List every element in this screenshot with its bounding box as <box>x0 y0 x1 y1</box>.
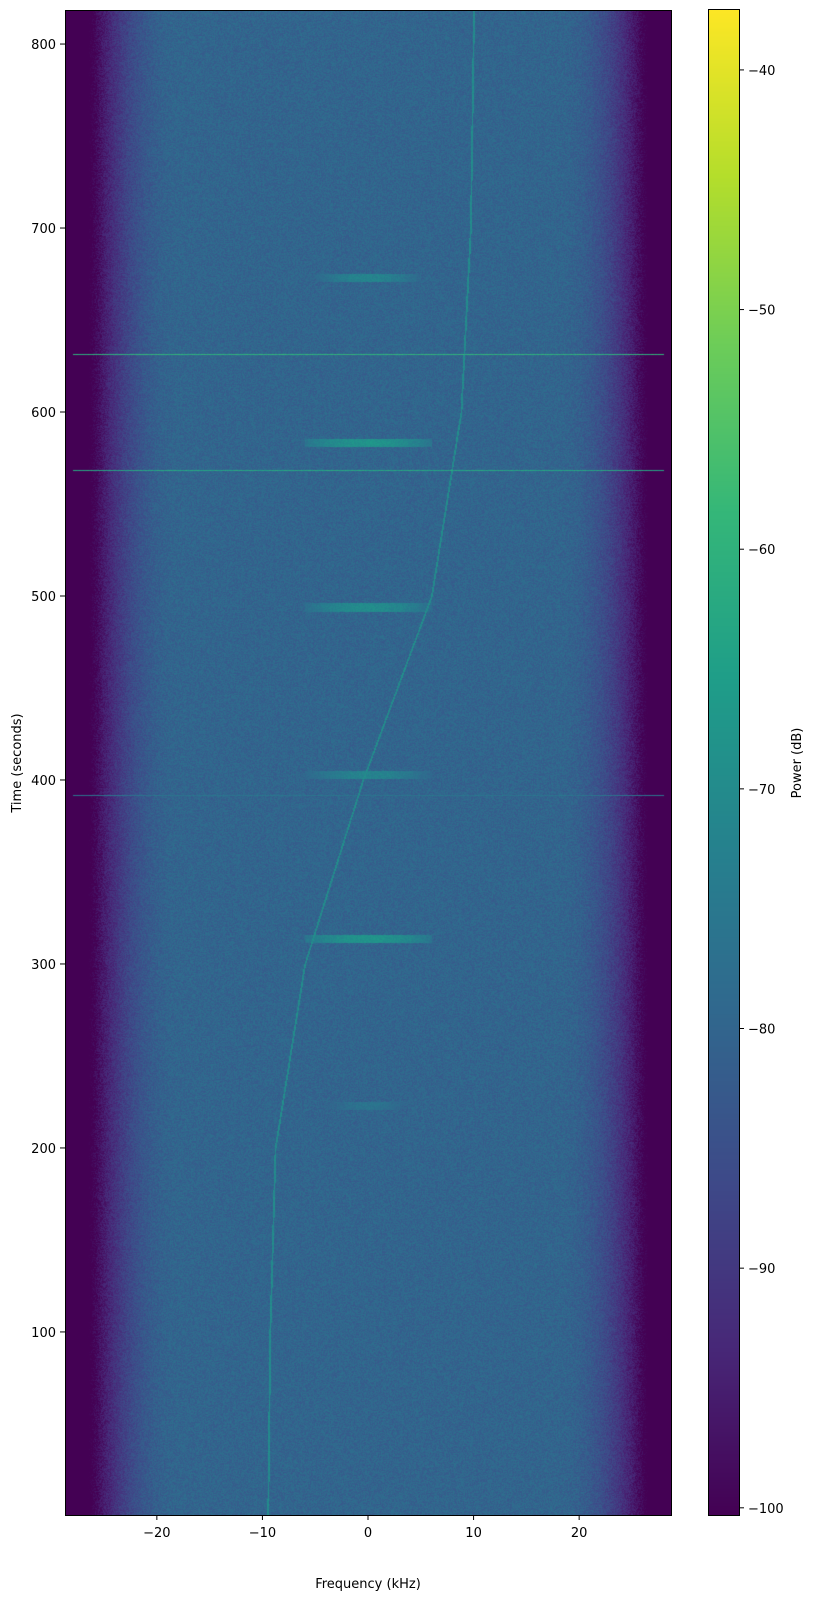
y-tick-label: 700 <box>31 222 56 237</box>
colorbar-tick-label: −50 <box>748 304 775 319</box>
y-tick-label: 800 <box>31 38 56 53</box>
y-axis-label: Time (seconds) <box>10 713 25 813</box>
axes-layer: −20 −10 0 10 20 100200300400500600700800 −40… <box>0 0 832 1603</box>
y-tick-label: 100 <box>31 1326 56 1341</box>
y-tick-label: 200 <box>31 1142 56 1157</box>
x-axis-label: Frequency (kHz) <box>315 1577 421 1592</box>
colorbar-ticks: −40 −50 −60 −70 −80 −90 −100 <box>740 64 784 1517</box>
x-tick-label: 10 <box>465 1526 482 1541</box>
spectrogram-figure: −20 −10 0 10 20 100 200 300 400 500 600 700 800 −40… <box>0 0 832 1603</box>
y-tick-label: 600 <box>31 406 56 421</box>
y-tick-label: 300 <box>31 958 56 973</box>
colorbar-tick-label: −80 <box>748 1023 775 1038</box>
colorbar-tick-label: −90 <box>748 1262 775 1277</box>
colorbar-tick-label: −40 <box>748 64 775 79</box>
y-ticks: 100 200 300 400 500 600 700 800 <box>31 38 65 1341</box>
x-ticks: −20 −10 0 10 20 <box>143 1516 587 1541</box>
y-tick-label: 400 <box>31 774 56 789</box>
colorbar-label: Power (dB) <box>790 728 805 799</box>
x-tick-label: −20 <box>143 1526 170 1541</box>
colorbar-tick-label: −70 <box>748 783 775 798</box>
y-tick-label: 500 <box>31 590 56 605</box>
x-tick-label: −10 <box>249 1526 276 1541</box>
colorbar-tick-label: −60 <box>748 543 775 558</box>
colorbar-tick-label: −100 <box>748 1502 784 1517</box>
x-tick-label: 0 <box>364 1526 372 1541</box>
x-tick-label: 20 <box>571 1526 588 1541</box>
